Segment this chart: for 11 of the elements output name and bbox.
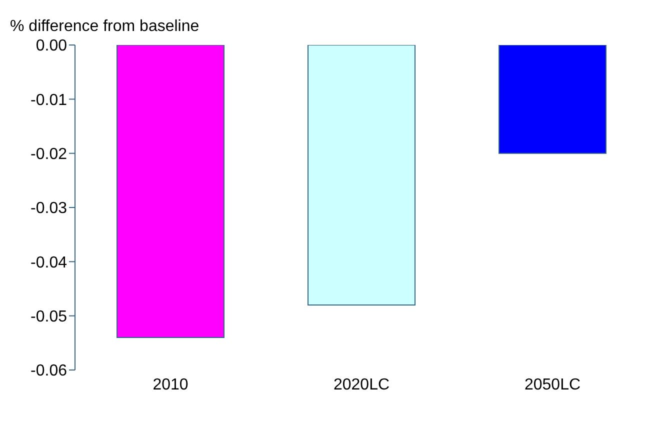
y-tick-label: -0.01 — [30, 92, 68, 109]
y-tick-label: 0.00 — [36, 38, 68, 55]
y-tick-label: -0.02 — [30, 146, 68, 164]
y-tick-label: -0.03 — [30, 200, 68, 218]
x-tick-label: 2010 — [152, 376, 188, 394]
y-tick-label: -0.05 — [30, 308, 68, 326]
x-tick-label: 2050LC — [524, 376, 581, 394]
y-tick-label: -0.04 — [30, 254, 68, 272]
y-axis-title: % difference from baseline — [10, 18, 200, 36]
x-tick-label: 2020LC — [333, 376, 390, 394]
y-tick-label: -0.06 — [30, 362, 68, 380]
